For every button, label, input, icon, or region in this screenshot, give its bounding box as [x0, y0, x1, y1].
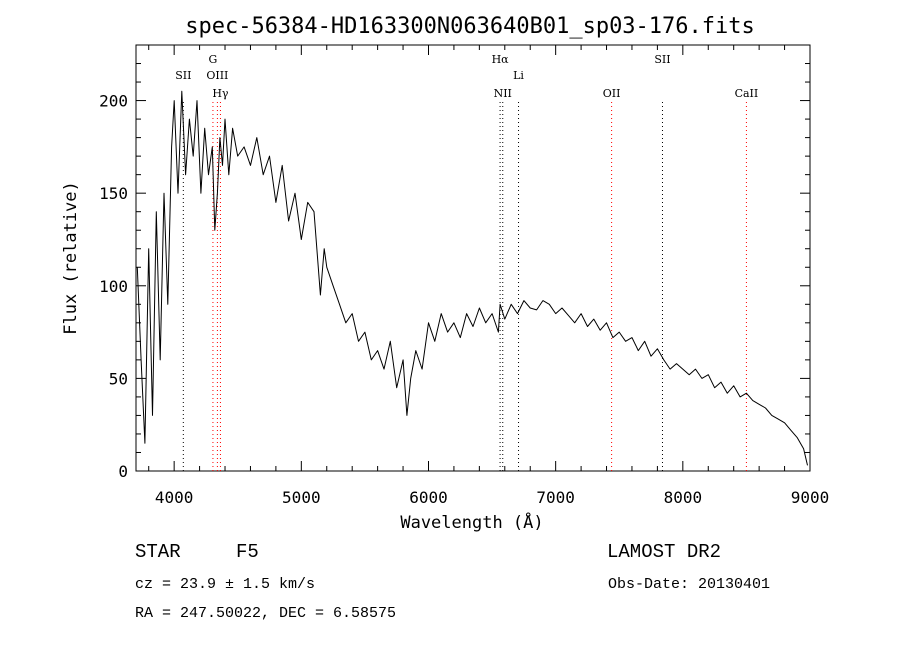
spectral-line-label: G: [209, 53, 218, 66]
x-tick-label: 4000: [155, 488, 194, 507]
spectral-subclass: F5: [236, 541, 259, 563]
plot-frame: [135, 44, 811, 472]
object-type: STAR: [135, 541, 181, 563]
spectral-line-label: Hα: [492, 53, 510, 66]
y-tick-label: 150: [99, 184, 128, 203]
x-axis-label: Wavelength (Å): [400, 511, 543, 533]
x-tick-label: 8000: [664, 488, 703, 507]
y-tick-label: 200: [99, 92, 128, 111]
y-tick-label: 50: [109, 369, 128, 388]
coordinates: RA = 247.50022, DEC = 6.58575: [135, 605, 397, 622]
chart-title: spec-56384-HD163300N063640B01_sp03-176.f…: [185, 14, 755, 39]
spectral-line-label: Li: [513, 69, 524, 82]
spectrum-line: [136, 90, 808, 466]
y-tick-label: 0: [118, 462, 128, 481]
x-tick-label: 7000: [536, 488, 575, 507]
spectral-line-label: OII: [603, 87, 621, 100]
spectral-line-label: NII: [494, 87, 512, 100]
spectrum-series: [136, 90, 808, 466]
survey-name: LAMOST DR2: [607, 541, 722, 563]
y-tick-label: 100: [99, 277, 128, 296]
axes: 4000 5000 6000 7000 8000 9000 0 50 100 150 200: [99, 44, 830, 507]
x-tick-label: 5000: [282, 488, 321, 507]
spectral-line-label: SII: [175, 69, 191, 82]
spectral-line-label: CaII: [735, 87, 759, 100]
spectral-line-label: OIII: [206, 69, 228, 82]
redshift-velocity: cz = 23.9 ± 1.5 km/s: [135, 576, 316, 593]
x-tick-label: 9000: [791, 488, 830, 507]
spectral-line-label: Hγ: [212, 87, 229, 100]
x-tick-label: 6000: [409, 488, 448, 507]
observation-date: Obs-Date: 20130401: [608, 576, 771, 593]
spectral-line-label: SII: [654, 53, 670, 66]
y-axis-label: Flux (relative): [61, 181, 81, 335]
